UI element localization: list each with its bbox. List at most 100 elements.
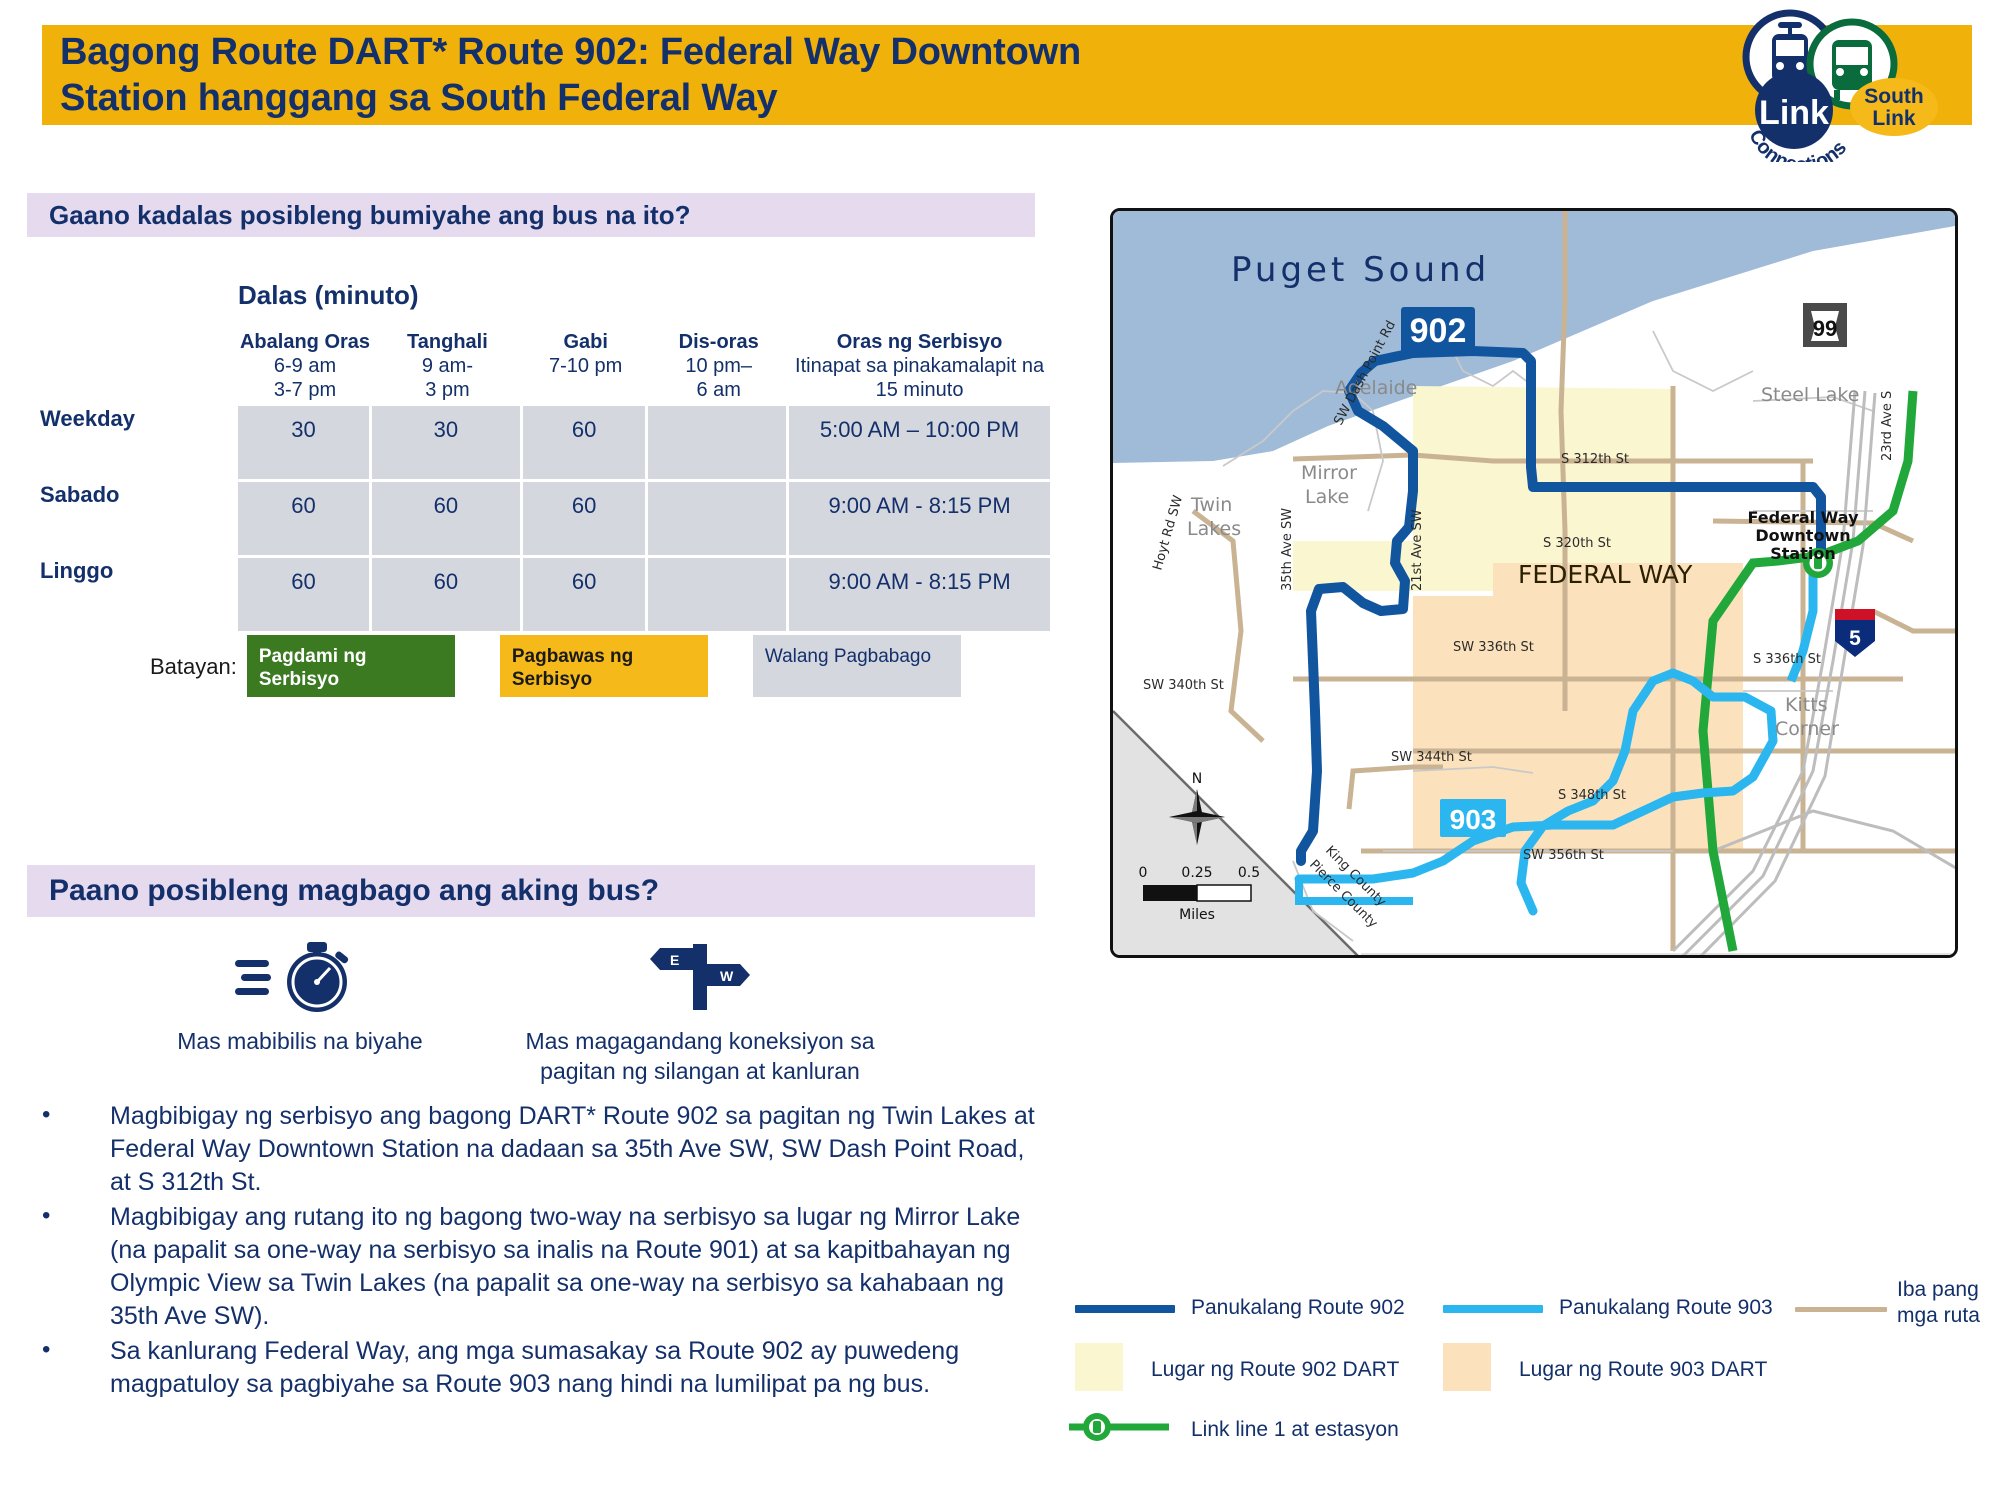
compass-rose: N xyxy=(1169,771,1225,845)
svg-text:Federal Way: Federal Way xyxy=(1748,508,1860,527)
map-label-puget-sound: Puget Sound xyxy=(1231,250,1490,290)
map-label-twin-lakes-1: Twin xyxy=(1190,494,1232,516)
cell-sunday-evening: 60 xyxy=(523,558,649,634)
cell-saturday-peak: 60 xyxy=(238,482,372,558)
frequency-table: Abalang Oras 6-9 am 3-7 pm Tanghali 9 am… xyxy=(40,330,1050,634)
row-label-weekday: Weekday xyxy=(40,406,135,431)
row-label-sunday: Linggo xyxy=(40,558,114,583)
street-label-s-312th-st: S 312th St xyxy=(1561,452,1629,467)
map-label-mirror-lake-2: Lake xyxy=(1305,486,1349,508)
street-label-sw-344th-st: SW 344th St xyxy=(1391,750,1472,765)
street-label-35th-ave-sw: 35th Ave SW xyxy=(1280,508,1295,591)
street-label-sw-356th-st: SW 356th St xyxy=(1523,848,1604,863)
svg-text:W: W xyxy=(720,968,734,984)
cell-weekday-night xyxy=(648,406,790,482)
cell-saturday-midday: 60 xyxy=(371,482,524,558)
col-head-night: Dis-oras 10 pm– 6 am xyxy=(678,331,759,401)
col-head-midday: Tanghali 9 am- 3 pm xyxy=(407,331,488,401)
scale-bar: 0 0.25 0.5 Miles xyxy=(1139,865,1261,923)
legend-swatch-dart-902-area xyxy=(1075,1343,1123,1391)
frequency-section-heading: Gaano kadalas posibleng bumiyahe ang bus… xyxy=(27,193,1035,237)
legend-label-route-902: Panukalang Route 902 xyxy=(1191,1296,1405,1319)
svg-text:902: 902 xyxy=(1410,312,1467,350)
table-row: Linggo 60 60 60 9:00 AM - 8:15 PM xyxy=(40,558,1050,634)
dart-definition-link[interactable]: DART/Dial-a-Ride Transit xyxy=(44,1497,314,1500)
water-puget-sound xyxy=(1113,211,1955,463)
cell-saturday-evening: 60 xyxy=(523,482,649,558)
logo-link-text: Link xyxy=(1759,94,1829,132)
map-label-kitts-corner-1: Kitts xyxy=(1785,694,1828,716)
left-content-column: Gaano kadalas posibleng bumiyahe ang bus… xyxy=(0,150,1080,1500)
map-label-twin-lakes-2: Lakes xyxy=(1187,518,1241,540)
svg-text:903: 903 xyxy=(1450,804,1497,835)
legend-swatch-route-902 xyxy=(1075,1305,1175,1313)
highway-shield-99: 99 xyxy=(1803,303,1847,347)
street-label-21st-ave-sw: 21st Ave SW xyxy=(1410,509,1425,591)
map-label-kitts-corner-2: Corner xyxy=(1775,718,1839,740)
benefit-caption: Mas magagandang koneksiyon sa pagitan ng… xyxy=(525,1028,875,1084)
svg-text:5: 5 xyxy=(1849,627,1861,650)
street-label-23rd-ave-s: 23rd Ave S xyxy=(1880,391,1895,461)
street-label-s-320th-st: S 320th St xyxy=(1543,536,1611,551)
legend-label-link-station: Link line 1 at estasyon xyxy=(1191,1418,1399,1441)
street-label-s-336th-st: S 336th St xyxy=(1753,652,1821,667)
svg-text:E: E xyxy=(670,952,679,968)
key-label: Batayan: xyxy=(150,654,237,679)
cell-sunday-span: 9:00 AM - 8:15 PM xyxy=(789,558,1050,634)
logo-southlink-text: Link xyxy=(1872,107,1915,130)
map-legend: Panukalang Route 902 Panukalang Route 90… xyxy=(1069,1265,1980,1441)
map-canvas: Puget Sound xyxy=(1113,211,1955,955)
benefit-caption: Mas mabibilis na biyahe xyxy=(177,1028,423,1054)
frequency-table-header-row: Abalang Oras 6-9 am 3-7 pm Tanghali 9 am… xyxy=(40,330,1050,406)
key-chip-no-change: Walang Pagbabago xyxy=(752,635,961,697)
map-label-mirror-lake-1: Mirror xyxy=(1301,462,1357,484)
legend-label-dart-903-area: Lugar ng Route 903 DART xyxy=(1519,1358,1768,1381)
benefit-east-west-connections: E W Mas magagandang koneksiyon sa pagita… xyxy=(490,940,910,1086)
header-bar: Bagong Route DART* Route 902: Federal Wa… xyxy=(42,25,1972,125)
svg-text:0: 0 xyxy=(1139,865,1148,881)
cell-weekday-midday: 30 xyxy=(371,406,524,482)
cell-sunday-peak: 60 xyxy=(238,558,372,634)
legend-swatch-route-903 xyxy=(1443,1305,1543,1313)
page-title: Bagong Route DART* Route 902: Federal Wa… xyxy=(60,31,1081,119)
legend-label-route-903: Panukalang Route 903 xyxy=(1559,1296,1773,1319)
table-row: Weekday 30 30 60 5:00 AM – 10:00 PM xyxy=(40,406,1050,482)
svg-text:Station: Station xyxy=(1770,544,1835,563)
street-label-sw-336th-st: SW 336th St xyxy=(1453,640,1534,655)
list-item: Sa kanlurang Federal Way, ang mga sumasa… xyxy=(42,1333,1052,1401)
col-head-peak: Abalang Oras 6-9 am 3-7 pm xyxy=(239,331,371,401)
map-label-adelaide: Adelaide xyxy=(1335,377,1417,399)
route-shield-903: 903 xyxy=(1440,799,1506,837)
legend-swatch-dart-903-area xyxy=(1443,1343,1491,1391)
route-902-line xyxy=(1296,346,1826,866)
cell-sunday-night xyxy=(648,558,790,634)
stopwatch-icon xyxy=(235,942,349,1012)
legend-label-dart-902-area: Lugar ng Route 902 DART xyxy=(1151,1358,1400,1381)
table-row: Sabado 60 60 60 9:00 AM - 8:15 PM xyxy=(40,482,1050,558)
cell-saturday-night xyxy=(648,482,790,558)
svg-text:0.5: 0.5 xyxy=(1238,865,1260,881)
svg-text:0.25: 0.25 xyxy=(1181,865,1212,881)
frequency-key: Batayan: Pagdami ng Serbisyo Pagbawas ng… xyxy=(150,635,961,697)
street-label-sw-340th-st: SW 340th St xyxy=(1143,678,1224,693)
route-map[interactable]: Puget Sound xyxy=(1110,208,1958,958)
street-label-s-348th-st: S 348th St xyxy=(1558,788,1626,803)
col-head-span: Oras ng Serbisyo Itinapat sa pinakamalap… xyxy=(795,331,1045,401)
list-item: Magbibigay ng serbisyo ang bagong DART* … xyxy=(42,1098,1052,1199)
legend-label-other-routes: Iba pang mga ruta xyxy=(1897,1278,1980,1327)
footnote-star: * xyxy=(35,1497,44,1500)
signpost-east-west-icon: E W xyxy=(650,944,750,1010)
frequency-table-title: Dalas (minuto) xyxy=(238,280,419,310)
cell-weekday-span: 5:00 AM – 10:00 PM xyxy=(789,406,1050,482)
legend-swatch-link-station xyxy=(1069,1407,1173,1447)
interstate-5-lines xyxy=(1671,390,1955,955)
svg-text:Downtown: Downtown xyxy=(1755,526,1850,545)
list-item: Magbibigay ang rutang ito ng bagong two-… xyxy=(42,1199,1052,1333)
cell-weekday-evening: 60 xyxy=(523,406,649,482)
svg-text:N: N xyxy=(1192,771,1202,787)
link-station-marker[interactable] xyxy=(1803,548,1833,578)
scale-units-label: Miles xyxy=(1179,907,1215,923)
county-boundary-line xyxy=(1113,710,1359,955)
cell-saturday-span: 9:00 AM - 8:15 PM xyxy=(789,482,1050,558)
